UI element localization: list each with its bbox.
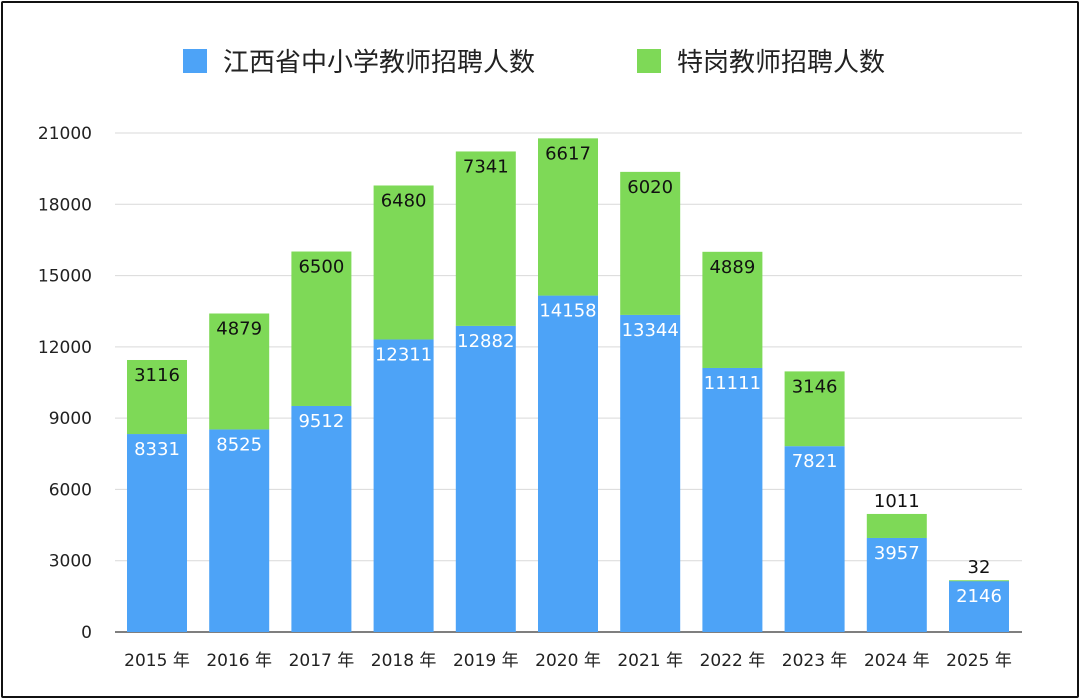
bar-segment-series-2	[455, 151, 516, 326]
bar-segment-series-2	[373, 185, 434, 340]
bar-segment-series-2	[127, 359, 187, 435]
data-label-series-2: 6020	[627, 177, 673, 198]
y-tick-label: 9000	[49, 409, 92, 429]
y-tick-label: 6000	[49, 480, 92, 500]
data-label-series-2: 3146	[792, 376, 838, 397]
legend-swatch-series-2	[637, 49, 661, 73]
bar-segment-series-1	[620, 314, 681, 632]
data-label-series-1: 13344	[622, 320, 679, 341]
bar-segment-series-1	[866, 537, 927, 632]
y-tick-label: 21000	[38, 124, 92, 144]
bar-segment-series-2	[538, 138, 598, 296]
data-label-series-2: 1011	[874, 491, 920, 512]
legend-label-series-2: 特岗教师招聘人数	[677, 48, 885, 78]
data-labels: 8331 3116 8525 4879 9512 6500 12311 6480 12882 73…	[134, 143, 1002, 607]
data-label-series-2: 7341	[463, 156, 509, 177]
data-label-series-1: 12882	[457, 331, 514, 352]
bar-segment-series-2	[620, 171, 681, 315]
bar-segment-series-1	[949, 581, 1009, 632]
data-label-series-2: 6617	[545, 143, 591, 164]
x-tick-label: 2016 年	[206, 651, 272, 671]
data-label-series-1: 8525	[216, 434, 262, 455]
y-tick-label: 12000	[38, 338, 92, 358]
bar-segment-series-2	[702, 251, 763, 368]
data-label-series-1: 12311	[375, 344, 432, 365]
bar-segment-series-1	[373, 339, 434, 632]
data-label-series-1: 2146	[956, 586, 1002, 607]
bar-segment-series-1	[784, 446, 845, 632]
x-tick-label: 2022 年	[700, 651, 766, 671]
data-label-series-1: 8331	[134, 439, 180, 460]
legend: 江西省中小学教师招聘人数 特岗教师招聘人数	[183, 48, 885, 78]
x-tick-label: 2020 年	[535, 651, 601, 671]
bar-segment-series-1	[209, 429, 270, 632]
y-tick-label: 3000	[49, 552, 92, 572]
x-tick-label: 2018 年	[371, 651, 437, 671]
y-axis-ticks: 0 3000 6000 9000 12000 15000 18000 21000	[38, 124, 92, 643]
data-label-series-2: 6500	[298, 257, 344, 278]
data-label-series-2: 6480	[381, 190, 427, 211]
x-tick-label: 2023 年	[782, 651, 848, 671]
bar-segment-series-2	[784, 371, 845, 447]
y-tick-label: 0	[81, 623, 92, 643]
data-label-series-2: 4889	[709, 257, 755, 278]
x-tick-label: 2017 年	[289, 651, 355, 671]
data-label-series-1: 11111	[704, 373, 761, 394]
data-label-series-2: 32	[968, 557, 991, 578]
x-tick-label: 2024 年	[864, 651, 930, 671]
y-tick-label: 15000	[38, 267, 92, 287]
x-tick-label: 2025 年	[946, 651, 1012, 671]
bar-segment-series-1	[702, 367, 763, 632]
bar-segment-series-1	[455, 325, 516, 632]
data-label-series-1: 7821	[792, 451, 838, 472]
x-axis-ticks: 2015 年 2016 年 2017 年 2018 年 2019 年 2020 年 2021…	[124, 651, 1012, 671]
x-tick-label: 2019 年	[453, 651, 519, 671]
data-label-series-1: 3957	[874, 543, 920, 564]
bar-segment-series-1	[291, 405, 352, 632]
y-tick-label: 18000	[38, 195, 92, 215]
data-label-series-1: 9512	[298, 411, 344, 432]
data-label-series-1: 14158	[539, 301, 596, 322]
data-label-series-2: 3116	[134, 365, 180, 386]
bar-segment-series-2	[949, 580, 1009, 582]
bar-segment-series-2	[866, 513, 927, 538]
bar-segment-series-1	[127, 434, 187, 632]
bar-segment-series-1	[538, 295, 598, 632]
bar-segment-series-2	[209, 313, 270, 430]
data-label-series-2: 4879	[216, 318, 262, 339]
x-tick-label: 2015 年	[124, 651, 190, 671]
bars	[127, 138, 1009, 632]
legend-label-series-1: 江西省中小学教师招聘人数	[223, 48, 535, 78]
x-tick-label: 2021 年	[617, 651, 683, 671]
bar-segment-series-2	[291, 251, 352, 406]
legend-swatch-series-1	[183, 49, 207, 73]
